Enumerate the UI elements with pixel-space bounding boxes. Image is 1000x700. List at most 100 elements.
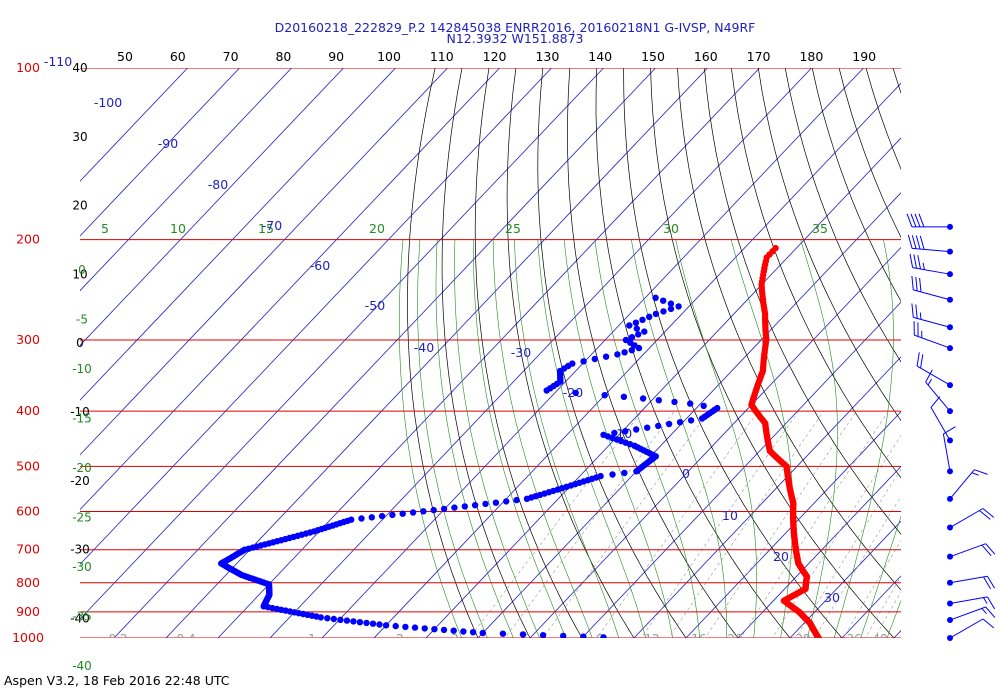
dry-adiabat-line <box>731 68 901 479</box>
isotherm-line <box>80 68 345 346</box>
dewpoint-point <box>572 389 579 397</box>
dewpoint-point <box>602 353 610 360</box>
pressure-label: 600 <box>16 504 40 519</box>
mixing-ratio-label: 8 <box>596 632 604 646</box>
wind-barb-staff <box>949 606 986 621</box>
left-theta-label: -20 <box>72 461 92 475</box>
moist-adiabat-label: 5 <box>101 221 109 236</box>
dewpoint-point <box>628 334 636 341</box>
dewpoint-point <box>402 623 409 631</box>
wind-barb-flag <box>943 426 956 435</box>
wind-barb-flag <box>930 396 941 408</box>
mixing-ratio-line <box>542 411 710 638</box>
mixing-ratio-label: 1 <box>308 632 316 646</box>
moist-adiabat-label: 25 <box>505 221 521 236</box>
dewpoint-point <box>639 395 647 402</box>
dry-adiabat-line <box>920 68 1000 650</box>
moist-adiabat-line <box>435 239 514 638</box>
dewpoint-point <box>471 502 479 509</box>
dewpoint-point <box>440 505 448 513</box>
isotherm-line <box>80 68 605 620</box>
wind-barb-flag <box>915 235 921 250</box>
dry-adiabat-line <box>567 68 739 638</box>
wind-barb-flag <box>982 618 995 629</box>
dewpoint-point <box>621 349 628 356</box>
dewpoint-point <box>660 308 667 315</box>
dry-adiabat-line <box>441 68 531 638</box>
wind-barb-staff <box>925 381 951 412</box>
mixing-ratio-label: 20 <box>727 632 742 646</box>
left-theta-label: -40 <box>72 659 92 673</box>
left-theta-label: -25 <box>72 511 92 525</box>
dewpoint-point <box>652 310 660 318</box>
dewpoint-point <box>469 629 477 636</box>
mixing-ratio-label: 16 <box>691 632 706 646</box>
mixing-ratio-label: 36 <box>846 632 861 646</box>
dewpoint-point <box>655 422 662 430</box>
wind-barb-staff <box>930 407 951 441</box>
mixing-ratio-line <box>772 435 901 638</box>
wind-barb-flag <box>919 235 925 250</box>
pressure-label: 800 <box>16 575 40 590</box>
dewpoint-point <box>376 621 383 628</box>
isotherm-line <box>165 68 709 638</box>
top-scale-label: 80 <box>275 49 291 64</box>
mixing-ratio-line <box>842 540 901 638</box>
mixing-ratio-line <box>469 411 643 638</box>
dewpoint-point <box>363 619 370 627</box>
moist-adiabat-label: 20 <box>369 221 385 236</box>
dewpoint-point <box>343 617 351 624</box>
dewpoint-point <box>523 495 531 502</box>
wind-barb-flag <box>983 597 988 604</box>
isotherm-line <box>893 630 901 638</box>
dewpoint-point <box>368 514 375 521</box>
moist-adiabat-line <box>473 239 567 638</box>
wind-barb-staff <box>949 508 984 528</box>
wind-barb-flag <box>927 378 933 386</box>
wind-barb-flag <box>917 255 921 270</box>
wind-barb-flag <box>986 575 996 589</box>
dewpoint-point <box>503 498 510 505</box>
wind-barb-staff <box>912 267 951 275</box>
mixing-ratio-label: 3 <box>451 632 459 646</box>
isotherm-line <box>633 356 901 638</box>
left-scale-label: 40 <box>72 61 87 75</box>
isotherm-label: 30 <box>824 590 840 605</box>
dry-adiabat-line <box>757 68 901 422</box>
left-scale-label: -20 <box>70 474 90 488</box>
wind-barb-staff <box>912 247 951 253</box>
wind-barb-staff <box>914 334 951 349</box>
left-scale-label: -40 <box>70 611 90 625</box>
dewpoint-point <box>633 468 640 475</box>
dewpoint-point <box>378 512 386 520</box>
wind-barb-flag <box>971 472 979 476</box>
top-scale-label: 100 <box>377 49 401 64</box>
dewpoint-point <box>440 626 448 634</box>
pressure-label: 500 <box>16 458 40 473</box>
dewpoint-point <box>392 622 399 630</box>
top-scale-label: 70 <box>223 49 239 64</box>
wind-barb-flag <box>916 352 920 367</box>
dewpoint-point <box>600 634 607 638</box>
wind-barb-flag <box>911 303 914 318</box>
temperature-point <box>816 635 823 638</box>
wind-barb-flag <box>914 213 921 228</box>
dry-adiabat-line <box>677 68 901 591</box>
dewpoint-point <box>632 319 640 326</box>
moist-adiabat-line <box>417 239 488 638</box>
top-scale-label: 190 <box>852 49 876 64</box>
dewpoint-point <box>560 632 567 638</box>
wind-barb-flag <box>911 275 914 290</box>
mixing-ratio-label: 5 <box>523 632 531 646</box>
dewpoint-point <box>324 615 331 622</box>
dewpoint-point <box>660 297 667 304</box>
mixing-ratio-line <box>504 411 675 638</box>
moist-adiabat-label: 30 <box>663 221 679 236</box>
dewpoint-point <box>633 325 640 332</box>
wind-barb-flag <box>985 606 996 618</box>
dewpoint-point <box>461 503 468 510</box>
mixing-ratio-label: 0.1 <box>50 632 69 646</box>
top-scale-label: 110 <box>430 49 454 64</box>
mixing-ratio-label: 28 <box>795 632 810 646</box>
left-theta-label: -30 <box>72 560 92 574</box>
